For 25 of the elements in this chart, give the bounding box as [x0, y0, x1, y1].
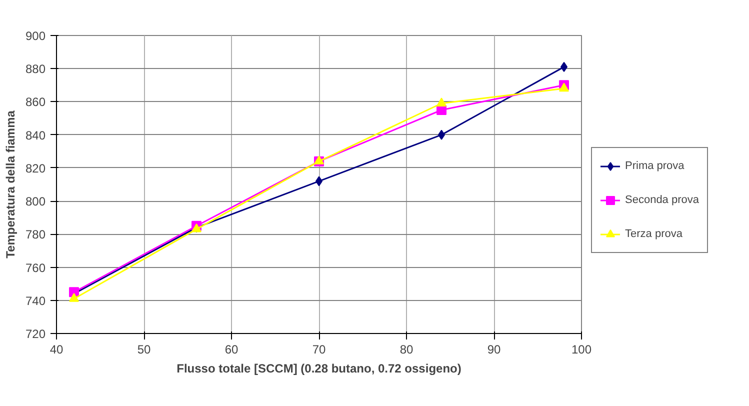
x-tick-label: 90 — [487, 342, 501, 356]
x-tick-label: 80 — [400, 342, 414, 356]
x-tick-label: 50 — [137, 342, 151, 356]
y-tick-label: 820 — [25, 161, 46, 176]
point — [69, 293, 79, 302]
y-tick-label: 880 — [25, 62, 46, 76]
legend-label: Prima prova — [625, 160, 684, 172]
legend-label: Seconda prova — [625, 194, 699, 206]
point — [559, 82, 569, 92]
y-tick-label: 840 — [25, 128, 46, 142]
y-tick-label: 800 — [25, 194, 46, 209]
x-tick-label: 70 — [312, 342, 326, 356]
y-tick-label: 720 — [25, 327, 46, 341]
y-tick-label: 760 — [25, 260, 46, 275]
y-axis-title: Temperatura della fiamma — [3, 110, 18, 258]
y-tick-label: 740 — [25, 294, 46, 308]
y-tick-label: 860 — [25, 95, 46, 110]
y-tick-label: 780 — [25, 228, 46, 242]
x-axis-title: Flusso totale [SCCM] (0.28 butano, 0.72 ossigeno) — [176, 362, 462, 376]
legend-label: Terza prova — [625, 228, 682, 240]
point — [436, 98, 446, 106]
y-tick-label: 900 — [25, 29, 46, 43]
x-tick-label: 100 — [571, 342, 592, 356]
x-tick-label: 40 — [50, 342, 64, 356]
x-tick-label: 60 — [224, 342, 238, 356]
